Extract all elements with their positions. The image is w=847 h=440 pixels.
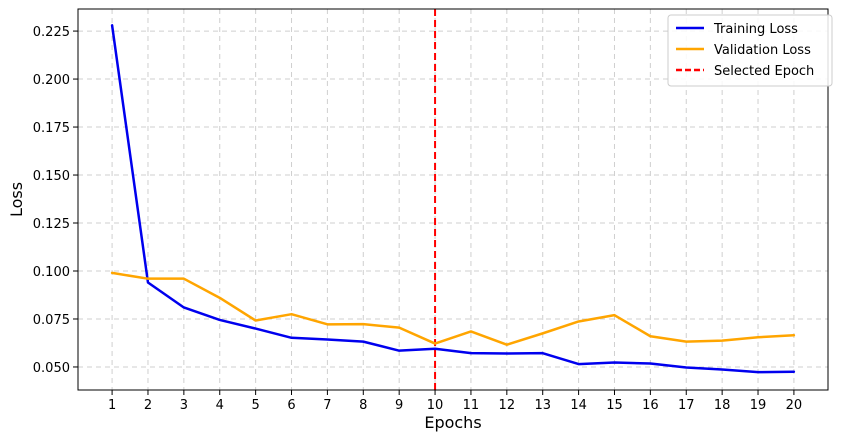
y-tick-label: 0.050 [33,361,70,376]
legend-label-validation-loss: Validation Loss [714,43,811,58]
y-tick-label: 0.150 [33,169,70,184]
legend-label-training-loss: Training Loss [713,22,798,37]
legend-box [667,14,833,87]
y-tick-label: 0.100 [33,265,70,280]
x-tick-label: 6 [287,398,295,413]
series-layer [110,24,796,374]
y-tick-label: 0.175 [33,121,70,136]
x-tick-label: 11 [463,398,480,413]
x-tick-label: 12 [499,398,516,413]
x-tick-label: 13 [534,398,551,413]
x-axis-ticks: 1 2 3 4 5 6 7 8 9 10 11 12 13 14 15 16 17 18 19 20 [108,390,802,413]
x-tick-label: 19 [750,398,767,413]
x-tick-label: 17 [678,398,695,413]
x-tick-label: 20 [786,398,803,413]
legend-label-selected-epoch: Selected Epoch [714,64,814,79]
x-tick-label: 7 [323,398,331,413]
x-tick-label: 10 [427,398,444,413]
x-tick-label: 16 [642,398,659,413]
y-tick-label: 0.125 [33,217,70,232]
x-tick-label: 2 [144,398,152,413]
y-tick-label: 0.200 [33,73,70,88]
y-tick-label: 0.225 [33,25,70,40]
y-tick-label: 0.075 [33,313,70,328]
x-tick-label: 4 [216,398,224,413]
validation-loss-line [110,271,796,346]
x-tick-label: 14 [570,398,587,413]
training-loss-line [110,24,796,374]
x-axis-title: Epochs [424,413,481,432]
grid [78,9,828,390]
x-tick-label: 18 [714,398,731,413]
x-tick-label: 1 [108,398,116,413]
legend: Training Loss Validation Loss Selected Epo… [667,14,833,87]
x-tick-label: 5 [251,398,259,413]
y-axis-title: Loss [7,182,26,217]
plot-frame [77,8,829,391]
x-tick-label: 9 [395,398,403,413]
x-tick-label: 8 [359,398,367,413]
x-tick-label: 15 [606,398,623,413]
x-tick-label: 3 [180,398,188,413]
y-axis-ticks: 0.050 0.075 0.100 0.125 0.150 0.175 0.200 0.225 [33,25,78,376]
